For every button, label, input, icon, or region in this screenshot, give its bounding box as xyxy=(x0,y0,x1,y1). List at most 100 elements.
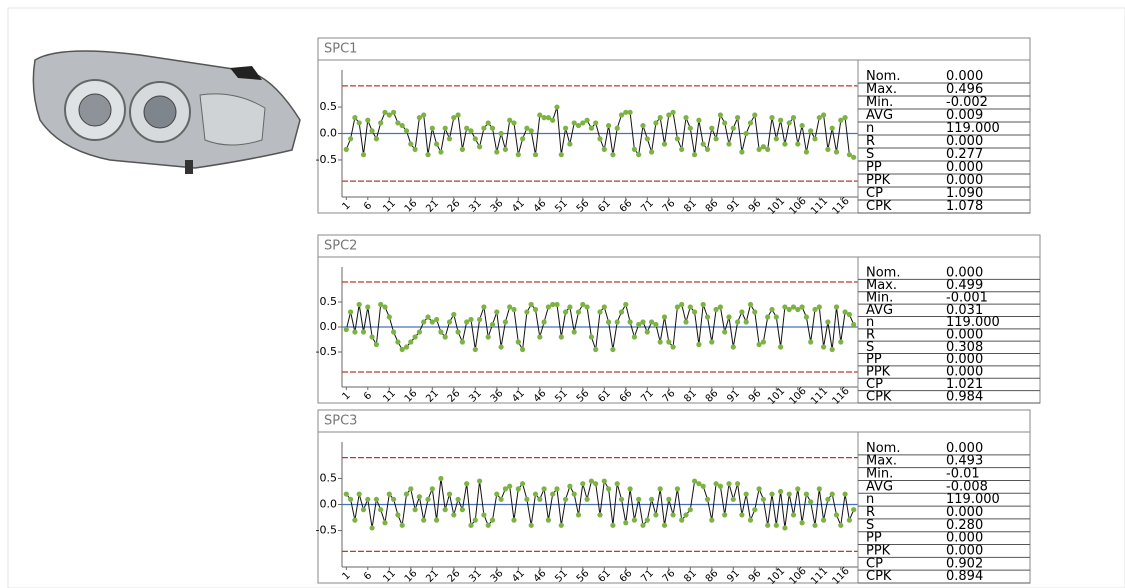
data-point xyxy=(631,517,638,523)
data-point xyxy=(747,301,754,308)
data-point xyxy=(477,478,483,484)
data-point xyxy=(485,334,491,340)
data-point xyxy=(391,109,397,115)
data-point xyxy=(683,512,689,518)
data-point xyxy=(412,334,418,340)
data-point xyxy=(610,346,616,353)
stat-label: R xyxy=(866,134,875,149)
data-point xyxy=(679,301,685,308)
y-tick-label: 0.0 xyxy=(320,127,338,140)
data-point xyxy=(687,125,693,131)
data-point xyxy=(618,309,625,315)
data-point xyxy=(700,141,706,147)
data-point xyxy=(365,304,371,310)
data-point xyxy=(623,520,629,526)
stat-label: AVG xyxy=(866,479,893,494)
data-point xyxy=(627,486,633,492)
data-point xyxy=(752,507,758,513)
data-point xyxy=(502,146,508,152)
data-point xyxy=(545,115,552,121)
data-point xyxy=(696,341,702,348)
data-point xyxy=(425,496,431,502)
data-point xyxy=(713,481,719,487)
data-point xyxy=(717,304,724,310)
data-point xyxy=(842,491,848,497)
data-point xyxy=(369,334,375,340)
panel-border xyxy=(317,409,1031,584)
stat-label: CPK xyxy=(866,199,892,214)
data-point xyxy=(825,496,831,502)
stat-label: PP xyxy=(866,352,882,367)
data-point xyxy=(507,304,513,310)
data-point xyxy=(438,475,444,482)
stat-value: 1.021 xyxy=(946,377,983,392)
stat-value: 0.000 xyxy=(946,160,983,175)
chart-title: SPC3 xyxy=(324,414,357,429)
data-point xyxy=(515,339,521,345)
data-point xyxy=(640,319,646,325)
data-point xyxy=(803,491,810,497)
data-point xyxy=(442,507,448,513)
data-point xyxy=(369,128,375,134)
data-point xyxy=(653,120,659,126)
data-point xyxy=(816,115,822,121)
data-point xyxy=(666,339,672,345)
data-point xyxy=(348,309,354,315)
data-point xyxy=(670,344,676,350)
data-point xyxy=(756,341,762,348)
data-point xyxy=(485,522,491,528)
y-tick-label: -0.5 xyxy=(316,153,337,166)
data-point xyxy=(833,512,840,518)
data-point xyxy=(386,112,392,118)
data-point xyxy=(571,120,577,126)
data-point xyxy=(786,120,792,126)
data-point xyxy=(520,136,526,142)
data-point xyxy=(446,136,453,142)
data-point xyxy=(722,512,728,518)
data-point xyxy=(657,115,663,121)
data-point xyxy=(563,309,569,315)
stat-label: Min. xyxy=(866,95,893,110)
stat-value: 119.000 xyxy=(946,492,1000,507)
stat-value: 0.000 xyxy=(946,328,983,343)
data-point xyxy=(477,316,483,323)
data-point xyxy=(403,491,410,497)
data-point xyxy=(614,125,620,131)
data-point xyxy=(765,146,771,152)
data-point xyxy=(593,481,599,487)
stat-value: 0.280 xyxy=(946,518,983,533)
data-point xyxy=(451,311,457,318)
stat-label: Nom. xyxy=(866,69,900,84)
data-point xyxy=(356,301,362,308)
data-point xyxy=(494,309,500,315)
stat-label: Nom. xyxy=(866,266,900,281)
stat-value: 0.984 xyxy=(946,389,983,404)
data-point xyxy=(821,517,827,523)
data-point xyxy=(838,339,844,345)
data-point xyxy=(498,130,504,137)
data-point xyxy=(640,122,646,129)
data-point xyxy=(472,346,478,353)
data-point xyxy=(821,112,827,118)
data-point xyxy=(399,346,405,353)
stat-value: 0.009 xyxy=(946,108,983,123)
data-point xyxy=(739,149,745,155)
data-point xyxy=(477,144,483,150)
data-point xyxy=(416,329,422,335)
data-point xyxy=(747,120,754,126)
data-point xyxy=(352,329,358,335)
data-point xyxy=(558,522,564,528)
stat-label: R xyxy=(866,505,875,520)
data-point xyxy=(524,496,530,502)
y-tick-label: -0.5 xyxy=(316,345,337,358)
data-point xyxy=(391,329,397,335)
data-point xyxy=(627,109,633,115)
data-point xyxy=(838,522,844,528)
data-point xyxy=(550,117,556,123)
data-point xyxy=(760,144,767,150)
stat-value: 0.000 xyxy=(946,543,983,558)
data-point xyxy=(511,517,517,523)
data-point xyxy=(459,339,465,345)
data-point xyxy=(661,314,668,320)
